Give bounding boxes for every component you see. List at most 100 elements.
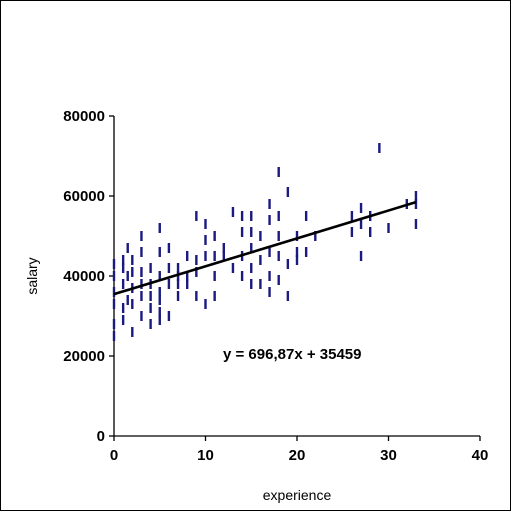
data-point xyxy=(359,219,363,229)
data-point xyxy=(158,315,161,325)
data-point xyxy=(240,211,244,221)
data-point xyxy=(131,327,134,337)
data-point xyxy=(158,295,161,305)
data-point xyxy=(295,231,299,241)
data-point xyxy=(131,299,134,309)
data-point xyxy=(112,287,116,297)
data-point xyxy=(250,227,253,237)
data-point xyxy=(126,295,129,305)
data-point xyxy=(277,167,280,177)
data-point xyxy=(314,231,317,241)
data-point xyxy=(277,231,280,241)
x-axis-title: experience xyxy=(263,487,332,503)
data-point xyxy=(112,271,116,281)
data-point xyxy=(268,215,271,225)
data-point xyxy=(158,271,161,281)
data-point xyxy=(295,255,299,265)
data-point xyxy=(213,291,216,301)
trendline xyxy=(113,200,417,296)
y-tick-label: 20000 xyxy=(63,348,105,365)
data-point xyxy=(286,291,290,301)
data-point xyxy=(195,291,198,301)
data-point xyxy=(176,291,180,301)
data-point xyxy=(140,279,143,289)
data-point xyxy=(121,315,125,325)
data-point xyxy=(259,231,262,241)
data-point xyxy=(414,199,418,209)
data-point xyxy=(268,247,271,257)
data-point xyxy=(140,231,143,241)
data-point xyxy=(158,247,161,257)
data-point xyxy=(186,251,189,261)
x-tick-label: 20 xyxy=(289,447,306,464)
data-point xyxy=(126,271,129,281)
data-point xyxy=(140,247,143,257)
data-point xyxy=(112,299,116,309)
data-point xyxy=(131,267,134,277)
x-tick-label: 30 xyxy=(380,447,397,464)
data-point xyxy=(240,271,244,281)
data-point xyxy=(369,227,372,237)
data-point xyxy=(213,271,216,281)
y-tick-label: 0 xyxy=(97,428,105,445)
y-tick-label: 60000 xyxy=(63,188,105,205)
data-point xyxy=(250,211,253,221)
data-point xyxy=(231,207,235,217)
data-point xyxy=(277,275,280,285)
data-point xyxy=(268,199,271,209)
data-point xyxy=(414,219,418,229)
data-point xyxy=(158,287,161,297)
data-point xyxy=(350,211,354,221)
data-point xyxy=(167,311,171,321)
data-point xyxy=(149,303,152,313)
data-point xyxy=(268,287,271,297)
data-point xyxy=(112,259,116,269)
data-point xyxy=(195,211,198,221)
data-point xyxy=(112,331,116,341)
y-tick-label: 80000 xyxy=(63,108,105,125)
data-point xyxy=(167,263,171,273)
data-point xyxy=(186,271,189,281)
data-point xyxy=(378,143,381,153)
data-point xyxy=(204,235,207,245)
data-point xyxy=(222,243,225,253)
data-points xyxy=(112,143,418,341)
data-point xyxy=(149,263,152,273)
data-point xyxy=(250,243,253,253)
data-point xyxy=(231,263,235,273)
data-point xyxy=(359,203,363,213)
data-point xyxy=(250,279,253,289)
data-point xyxy=(240,227,244,237)
data-point xyxy=(204,299,207,309)
x-tick-label: 0 xyxy=(110,447,118,464)
data-point xyxy=(286,187,290,197)
data-point xyxy=(126,243,129,253)
trendline-group xyxy=(113,200,417,296)
data-point xyxy=(149,291,152,301)
data-point xyxy=(286,259,290,269)
data-point xyxy=(195,267,198,277)
data-point xyxy=(213,251,216,261)
data-point xyxy=(204,219,207,229)
data-point xyxy=(158,307,161,317)
data-point xyxy=(295,247,299,257)
data-point xyxy=(304,211,308,221)
data-point xyxy=(250,263,253,273)
data-point xyxy=(131,255,134,265)
data-point xyxy=(259,255,262,265)
trendline-equation: y = 696,87x + 35459 xyxy=(223,346,361,363)
data-point xyxy=(277,251,280,261)
data-point xyxy=(387,223,390,233)
data-point xyxy=(121,279,125,289)
data-point xyxy=(186,279,189,289)
data-point xyxy=(112,319,116,329)
y-axis-title: salary xyxy=(24,257,40,294)
data-point xyxy=(167,279,171,289)
data-point xyxy=(158,223,161,233)
tick-labels: 0 20000 40000 60000 80000 0 10 20 30 40 xyxy=(63,108,488,464)
data-point xyxy=(140,291,143,301)
data-point xyxy=(195,255,198,265)
data-point xyxy=(167,243,171,253)
